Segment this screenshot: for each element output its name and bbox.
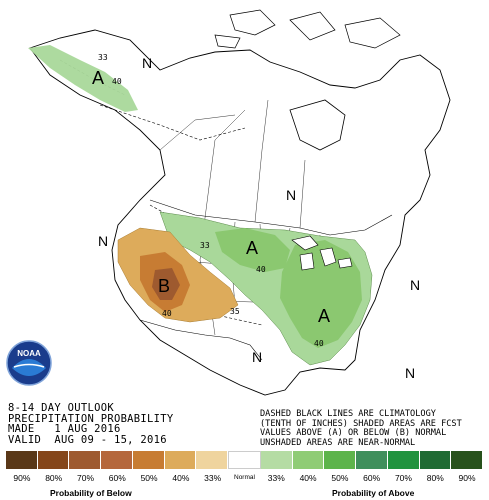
legend-swatch: [6, 451, 38, 469]
arctic-islands: [214, 9, 401, 49]
legend-tick: 40%: [172, 473, 190, 483]
legend-tick: 80%: [426, 473, 444, 483]
legend-swatch: [356, 451, 388, 469]
label-n-florida: N: [405, 365, 415, 381]
header-line-4: VALID AUG 09 - 15, 2016: [8, 433, 167, 446]
us-mexico-border: [139, 319, 263, 361]
contour-33-ak: 33: [98, 53, 108, 62]
west-below-dark: [152, 268, 180, 300]
contour-40-b: 40: [162, 309, 172, 318]
legend-tick: 60%: [363, 473, 381, 483]
legend-swatch: [451, 451, 484, 469]
legend-tick: 70%: [76, 473, 94, 483]
label-n-alaska: N: [142, 55, 152, 71]
legend-swatch: [196, 451, 229, 469]
outlook-map: A N N N A A B N N N 33 40 33 40 40 35 40: [28, 9, 451, 396]
legend-color-bar: [6, 451, 484, 469]
contour-40-ak: 40: [112, 77, 122, 86]
legend-swatch: [260, 451, 293, 469]
contour-33-nw: 33: [200, 241, 210, 250]
noaa-logo: NOAA: [6, 340, 52, 386]
legend-ticks: 90% 80% 70% 60% 50% 40% 33% Normal 33% 40% 50% 60% 7…: [6, 473, 483, 483]
label-n-atlantic: N: [410, 277, 420, 293]
alaska-above-area: [28, 45, 138, 112]
legend-swatch: [164, 451, 197, 469]
legend-swatch: [69, 451, 102, 469]
note-line-3: VALUES ABOVE (A) OR BELOW (B) NORMAL: [260, 428, 447, 438]
header-line-3: MADE 1 AUG 2016: [8, 423, 121, 435]
great-lakes: [291, 235, 353, 271]
label-n-pacific: N: [98, 233, 108, 249]
contour-40-se: 40: [314, 339, 324, 348]
legend-tick: 90%: [458, 473, 476, 483]
contour-40-ne: 40: [256, 265, 266, 274]
legend-tick: 80%: [45, 473, 63, 483]
legend-swatch: [292, 451, 325, 469]
legend-swatch: [101, 451, 133, 469]
canada-province-lines: [159, 99, 306, 229]
label-a-east: A: [318, 306, 330, 326]
legend-tick: 50%: [331, 473, 349, 483]
header-line-2: PRECIPITATION PROBABILITY: [8, 412, 174, 425]
legend-swatch: [324, 451, 357, 469]
header-line-1: 8-14 DAY OUTLOOK: [8, 402, 114, 414]
label-n-canada: N: [286, 187, 296, 203]
legend-tick: 70%: [394, 473, 412, 483]
note-line-2: (TENTH OF INCHES) SHADED AREAS ARE FCST: [260, 418, 462, 429]
legend-swatch: [419, 451, 452, 469]
legend-swatch: [37, 451, 70, 469]
hudson-bay: [289, 99, 346, 151]
above-caption: Probability of Above: [332, 488, 415, 498]
label-a-alaska: A: [92, 68, 104, 88]
legend-tick: Normal: [234, 474, 255, 481]
legend-tick: 50%: [140, 473, 158, 483]
legend-tick: 40%: [299, 473, 317, 483]
noaa-logo-text: NOAA: [17, 349, 41, 358]
legend-tick: 33%: [267, 473, 285, 483]
legend-tick: 33%: [204, 473, 222, 483]
legend-swatch: [387, 451, 420, 469]
label-b-west: B: [158, 276, 170, 296]
note-line-4: UNSHADED AREAS ARE NEAR-NORMAL: [260, 437, 416, 448]
label-n-texas: N: [252, 349, 262, 365]
note-line-1: DASHED BLACK LINES ARE CLIMATOLOGY: [260, 409, 436, 419]
below-caption: Probability of Below: [50, 488, 132, 498]
legend-swatch: [228, 451, 261, 469]
legend-tick: 60%: [108, 473, 126, 483]
outlook-header: 8-14 DAY OUTLOOK PRECIPITATION PROBABILIT…: [8, 403, 174, 445]
label-a-north: A: [246, 238, 258, 258]
legend-swatch: [132, 451, 165, 469]
legend-note: DASHED BLACK LINES ARE CLIMATOLOGY (TENTH…: [260, 409, 462, 448]
contour-35: 35: [230, 307, 240, 316]
north-above-mid: [215, 228, 290, 272]
legend-tick: 90%: [13, 473, 31, 483]
